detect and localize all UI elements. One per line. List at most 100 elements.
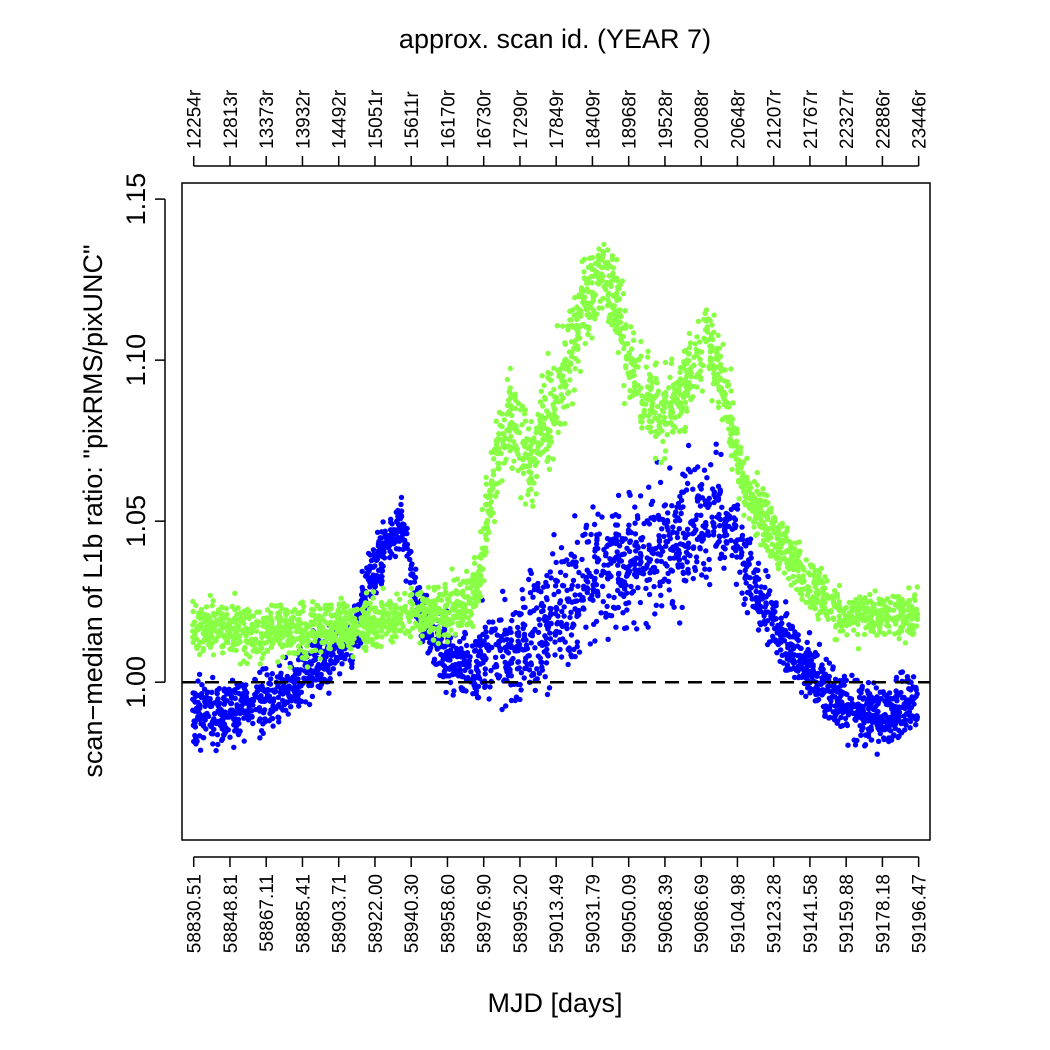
data-point [812, 584, 818, 590]
data-point [706, 532, 712, 538]
data-point [762, 498, 768, 504]
data-point [195, 709, 201, 715]
data-point [315, 616, 322, 623]
data-point [562, 362, 568, 368]
data-point [518, 670, 525, 676]
data-point [523, 655, 529, 661]
data-point [537, 655, 543, 661]
data-point [673, 509, 679, 515]
data-point [206, 700, 213, 707]
data-point [388, 601, 394, 607]
data-point [225, 634, 231, 641]
data-point [711, 529, 717, 535]
data-point [552, 639, 558, 645]
data-point [516, 429, 523, 436]
data-point [797, 652, 803, 659]
data-point [367, 600, 373, 607]
data-point [603, 550, 609, 556]
data-point [520, 596, 526, 602]
data-point [634, 626, 640, 632]
data-point [425, 584, 432, 590]
data-point [698, 361, 704, 367]
data-point [882, 698, 888, 705]
data-point [744, 501, 750, 507]
data-point [358, 632, 364, 638]
data-point [768, 534, 774, 541]
data-point [856, 608, 862, 614]
data-point [565, 661, 571, 668]
data-point [624, 590, 630, 596]
data-point [474, 684, 480, 690]
data-point [869, 719, 876, 725]
data-point [206, 619, 213, 625]
data-point [527, 590, 534, 596]
data-point [236, 626, 242, 633]
data-point [739, 590, 745, 596]
data-point [519, 587, 525, 593]
data-point [733, 543, 740, 549]
data-point [583, 624, 589, 630]
data-point [237, 683, 243, 689]
data-point [904, 628, 911, 634]
data-point [631, 368, 637, 374]
data-point [715, 332, 721, 338]
data-point [241, 715, 247, 721]
data-point [487, 684, 493, 690]
data-point [301, 603, 307, 610]
data-point [877, 689, 883, 695]
data-point [516, 455, 523, 461]
data-point [562, 639, 568, 645]
data-point [605, 265, 611, 271]
data-point [909, 713, 915, 719]
data-point [876, 716, 882, 722]
data-point [381, 607, 387, 613]
data-point [680, 569, 686, 575]
data-point [734, 430, 740, 436]
data-point [505, 397, 512, 403]
data-point [456, 661, 462, 667]
data-point [344, 638, 350, 645]
data-point [791, 674, 798, 681]
data-point [746, 505, 753, 511]
data-point [882, 616, 889, 623]
data-point [379, 634, 385, 640]
data-point [631, 620, 637, 626]
data-point [881, 736, 887, 743]
data-point [816, 641, 823, 647]
data-point [690, 545, 697, 551]
data-point [287, 664, 293, 671]
data-point [460, 660, 466, 667]
data-point [906, 585, 912, 591]
data-point [214, 732, 221, 738]
data-point [670, 524, 676, 530]
data-point [763, 568, 769, 574]
data-point [524, 438, 530, 444]
data-point [493, 418, 499, 424]
data-point [223, 639, 229, 645]
data-point [515, 638, 521, 644]
data-point [914, 584, 920, 590]
data-point [838, 683, 844, 689]
data-point [544, 572, 550, 579]
data-point [486, 619, 492, 625]
data-point [463, 580, 470, 586]
data-point [557, 384, 564, 390]
data-point [834, 685, 840, 691]
data-point [499, 706, 505, 713]
data-point [560, 323, 566, 329]
data-point [881, 712, 887, 719]
data-point [393, 634, 399, 640]
data-point [530, 670, 537, 677]
data-point [547, 630, 553, 636]
data-point [707, 348, 714, 354]
data-point [483, 474, 489, 481]
data-point [680, 471, 686, 477]
data-point [196, 733, 203, 739]
data-point [473, 639, 479, 645]
data-point [831, 588, 838, 594]
data-point [216, 685, 222, 692]
data-point [876, 727, 882, 733]
data-point [843, 613, 850, 620]
data-point [567, 614, 573, 621]
data-point [667, 555, 673, 561]
